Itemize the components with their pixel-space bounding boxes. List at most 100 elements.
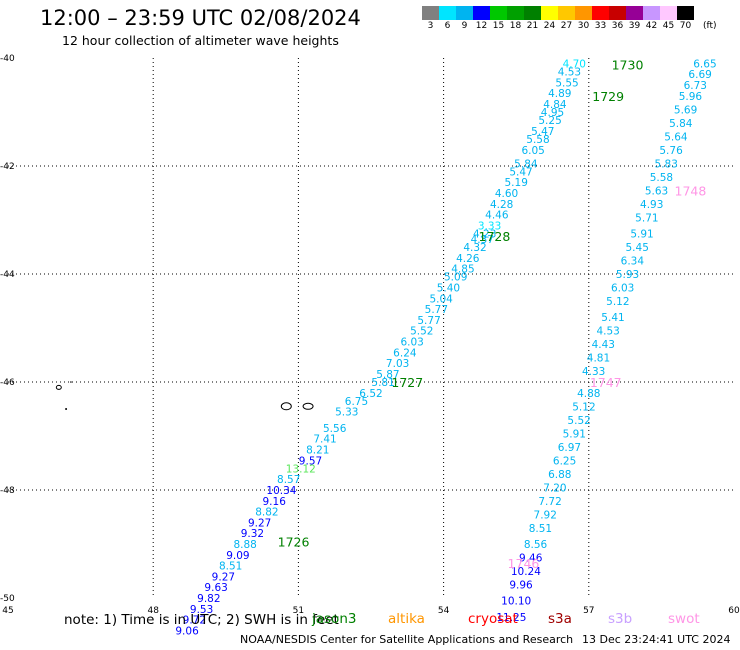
wave-height-label: 7.03 bbox=[386, 358, 409, 370]
colorbar-label: 33 bbox=[594, 21, 607, 31]
colorbar-label: 6 bbox=[444, 21, 451, 31]
wave-height-label: 5.52 bbox=[567, 415, 590, 427]
wave-height-label: 8.56 bbox=[524, 539, 548, 551]
wave-height-label: 5.58 bbox=[650, 172, 673, 184]
wave-height-label: 5.84 bbox=[514, 158, 538, 170]
pass-time-label: 1729 bbox=[592, 89, 624, 104]
wave-height-label: 5.56 bbox=[323, 423, 347, 435]
wave-height-label: 8.57 bbox=[277, 474, 300, 486]
wave-height-label: 6.05 bbox=[521, 145, 544, 157]
colorbar-swatch bbox=[592, 6, 609, 20]
wave-height-label: 5.25 bbox=[538, 115, 561, 127]
pass-time-label: 1747 bbox=[590, 375, 622, 390]
island-outline bbox=[65, 408, 68, 410]
wave-height-label: 7.72 bbox=[538, 496, 561, 508]
legend-s3b: s3b bbox=[608, 611, 633, 627]
y-tick-label: -48 bbox=[0, 486, 15, 496]
pass-time-label: 1748 bbox=[675, 183, 707, 198]
wave-height-label: 6.03 bbox=[611, 283, 634, 295]
wave-height-label: 4.53 bbox=[558, 67, 581, 79]
pass-time-label: 1726 bbox=[278, 534, 310, 549]
wave-height-label: 7.92 bbox=[534, 509, 557, 521]
colorbar-swatch bbox=[439, 6, 456, 20]
wave-height-label: 9.27 bbox=[248, 517, 271, 529]
wave-height-label: 5.93 bbox=[616, 269, 639, 281]
wave-height-label: 9.72 bbox=[183, 615, 206, 627]
colorbar-label: 70 bbox=[679, 21, 692, 31]
wave-height-label: 8.51 bbox=[219, 561, 242, 573]
wave-height-label: 4.26 bbox=[456, 253, 480, 265]
wave-height-label: 5.55 bbox=[555, 77, 578, 89]
island-outline bbox=[280, 402, 292, 411]
colorbar-unit: (ft) bbox=[703, 21, 717, 31]
wave-height-label: 4.70 bbox=[563, 58, 586, 70]
wave-height-label: 5.84 bbox=[669, 118, 693, 130]
wave-height-label: 6.73 bbox=[684, 80, 707, 92]
colorbar-label: 36 bbox=[611, 21, 624, 31]
wave-height-label: 5.19 bbox=[505, 177, 528, 189]
colorbar-label: 24 bbox=[543, 21, 556, 31]
pass-time-label: 1728 bbox=[479, 229, 511, 244]
wave-height-label: 9.57 bbox=[299, 455, 322, 467]
wave-height-label: 4.53 bbox=[596, 326, 619, 338]
wave-height-label: 4.84 bbox=[543, 99, 567, 111]
wave-height-label: 9.63 bbox=[204, 582, 227, 594]
wave-height-label: 7.20 bbox=[543, 482, 566, 494]
colorbar-label: 45 bbox=[662, 21, 675, 31]
wave-height-label: 10.34 bbox=[266, 485, 296, 497]
wave-height-label: 3.33 bbox=[478, 220, 501, 232]
wave-height-label: 4.32 bbox=[463, 242, 486, 254]
wave-height-label: 9.53 bbox=[190, 604, 213, 616]
colorbar-swatch bbox=[609, 6, 626, 20]
wave-height-label: 6.88 bbox=[548, 469, 571, 481]
wave-height-label: 5.63 bbox=[645, 185, 668, 197]
wave-height-label: 5.91 bbox=[630, 229, 653, 241]
wave-height-label: 5.04 bbox=[429, 293, 453, 305]
wave-height-label: 5.71 bbox=[635, 212, 658, 224]
legend-swot: swot bbox=[668, 611, 700, 627]
wave-height-label: 4.95 bbox=[541, 107, 564, 119]
colorbar-swatch bbox=[660, 6, 677, 20]
wave-height-label: 9.27 bbox=[212, 571, 235, 583]
wave-height-label: 9.06 bbox=[175, 625, 199, 637]
credit-text: NOAA/NESDIS Center for Satellite Applica… bbox=[240, 633, 574, 646]
x-tick-label: 54 bbox=[438, 606, 450, 616]
wave-height-label: 5.40 bbox=[437, 283, 460, 295]
wave-height-label: 6.52 bbox=[359, 388, 382, 400]
colorbar-swatch bbox=[643, 6, 660, 20]
wave-height-label: 4.46 bbox=[485, 210, 509, 222]
wave-height-label: 5.12 bbox=[572, 401, 595, 413]
colorbar-swatch bbox=[626, 6, 643, 20]
legend-jason3: jason3 bbox=[312, 611, 357, 627]
wave-height-label: 5.47 bbox=[509, 166, 532, 178]
wave-height-label: 6.97 bbox=[558, 442, 581, 454]
wave-height-label: 6.24 bbox=[393, 347, 417, 359]
generated-timestamp: 13 Dec 23:24:41 UTC 2024 bbox=[582, 633, 731, 646]
colorbar-swatch bbox=[575, 6, 592, 20]
colorbar-label: 30 bbox=[577, 21, 590, 31]
wave-height-label: 5.91 bbox=[563, 428, 586, 440]
colorbar-swatch bbox=[524, 6, 541, 20]
x-tick-label: 51 bbox=[293, 606, 304, 616]
wave-height-label: 6.69 bbox=[688, 69, 711, 81]
wave-height-label: 9.09 bbox=[226, 550, 249, 562]
wave-height-label: 4.43 bbox=[592, 339, 615, 351]
pass-time-label: 1746 bbox=[508, 556, 540, 571]
wave-height-label: 8.21 bbox=[306, 445, 329, 457]
wave-height-label: 4.33 bbox=[582, 366, 605, 378]
colorbar-labels: 3 6 9 12 15 18 21 24 27 30 33 36 39 42 45 70 bbox=[422, 21, 694, 31]
wave-height-label: 5.33 bbox=[335, 407, 358, 419]
colorbar-label: 18 bbox=[509, 21, 522, 31]
island-outline bbox=[70, 381, 72, 383]
colorbar-label: 42 bbox=[645, 21, 658, 31]
wave-height-label: 5.52 bbox=[410, 326, 433, 338]
wave-height-label: 9.16 bbox=[263, 496, 287, 508]
colorbar-label: 21 bbox=[526, 21, 539, 31]
chart-title: 12:00 – 23:59 UTC 02/08/2024 bbox=[40, 6, 361, 30]
wave-height-label: 10.10 bbox=[501, 596, 531, 608]
colorbar-swatch bbox=[456, 6, 473, 20]
colorbar-swatch bbox=[541, 6, 558, 20]
wave-height-label: 5.47 bbox=[531, 126, 554, 138]
x-tick-label: 60 bbox=[728, 606, 740, 616]
